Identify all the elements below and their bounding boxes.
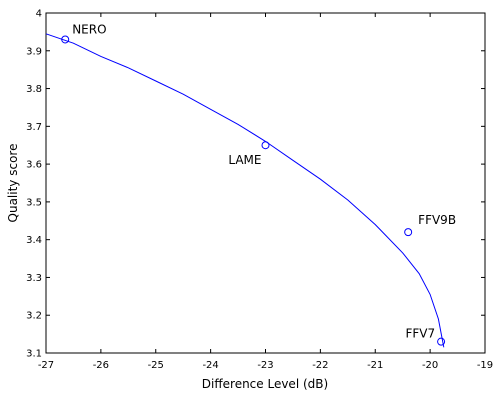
y-tick-label: 3.2 [26, 311, 42, 322]
y-tick-label: 3.4 [26, 235, 42, 246]
data-point-marker [61, 35, 70, 44]
data-point-marker [437, 337, 446, 346]
data-point-marker [404, 228, 413, 237]
x-tick-label: -27 [38, 360, 54, 371]
y-tick-label: 3.1 [26, 349, 42, 360]
x-tick-label: -24 [202, 360, 218, 371]
y-tick-label: 3.7 [26, 122, 42, 133]
x-axis-title: Difference Level (dB) [202, 377, 328, 391]
y-tick-label: 3.8 [26, 84, 42, 95]
data-point-label: FFV9B [418, 213, 456, 227]
x-tick-label: -23 [257, 360, 273, 371]
x-tick-label: -19 [477, 360, 493, 371]
x-tick-label: -20 [422, 360, 438, 371]
data-point-label: FFV7 [405, 327, 435, 341]
data-points: NERO LAME FFV9B FFV7 [61, 22, 456, 346]
y-tick-label: 3.5 [26, 197, 42, 208]
fit-curve-line [45, 33, 445, 348]
y-axis-title: Quality score [6, 144, 20, 223]
y-tick-label: 3.9 [26, 46, 42, 57]
y-tick-label: 3.3 [26, 273, 42, 284]
y-tick-label: 4 [36, 9, 42, 20]
data-point-marker [261, 141, 270, 150]
x-tick-label: -25 [148, 360, 164, 371]
y-axis-ticks: 3.1 3.2 3.3 3.4 3.5 3.6 3.7 3.8 3.9 4 [26, 9, 485, 360]
data-point-label: NERO [72, 22, 106, 36]
x-tick-label: -26 [93, 360, 109, 371]
y-tick-label: 3.6 [26, 160, 42, 171]
x-axis-ticks: -27 -26 -25 -24 -23 -22 -21 -20 -19 [38, 13, 493, 371]
x-tick-label: -21 [367, 360, 383, 371]
plot-area [45, 12, 486, 354]
data-point-label: LAME [228, 153, 261, 167]
x-tick-label: -22 [312, 360, 328, 371]
